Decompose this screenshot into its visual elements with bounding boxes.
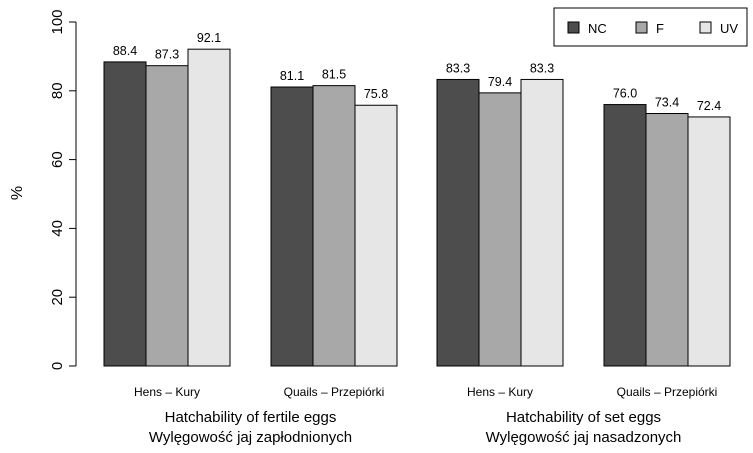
y-axis: 0 20 40 60 80 100 bbox=[49, 9, 77, 370]
data-labels: 88.4 87.3 92.1 81.1 81.5 75.8 83.3 79.4 83.3 76.0… bbox=[113, 31, 721, 113]
y-tick-label: 80 bbox=[49, 82, 66, 99]
category-label: Quails – Przepiórki bbox=[284, 385, 385, 399]
group-label: Hatchability of fertile eggs bbox=[165, 409, 337, 426]
y-axis-label: % bbox=[9, 186, 26, 200]
bar-f bbox=[312, 85, 356, 367]
data-label: 83.3 bbox=[446, 61, 470, 75]
group-label: Wylęgowość jaj zapłodnionych bbox=[149, 429, 352, 446]
legend-swatch-nc bbox=[567, 21, 580, 34]
bar-uv bbox=[520, 78, 564, 367]
y-tick-label: 40 bbox=[49, 220, 66, 237]
legend-label-f: F bbox=[656, 21, 664, 36]
y-tick-label: 60 bbox=[49, 151, 66, 168]
data-label: 92.1 bbox=[197, 31, 221, 45]
bar-uv bbox=[354, 104, 398, 367]
legend-swatch-f bbox=[635, 21, 648, 34]
data-label: 81.5 bbox=[322, 68, 346, 82]
y-tick-label: 20 bbox=[49, 289, 66, 306]
bar-nc bbox=[270, 86, 314, 367]
y-tick-label: 0 bbox=[49, 362, 66, 370]
data-label: 88.4 bbox=[113, 44, 137, 58]
data-label: 75.8 bbox=[364, 87, 388, 101]
bars bbox=[103, 48, 731, 367]
legend-box bbox=[553, 7, 748, 47]
bar-f bbox=[645, 113, 689, 367]
bar-nc bbox=[603, 104, 647, 367]
bar-uv bbox=[187, 48, 231, 367]
data-label: 73.4 bbox=[655, 96, 679, 110]
legend-label-nc: NC bbox=[588, 21, 607, 36]
data-label: 87.3 bbox=[155, 48, 179, 62]
category-label: Quails – Przepiórki bbox=[617, 385, 718, 399]
bar-uv bbox=[687, 116, 731, 367]
group-label: Wylęgowość jaj nasadzonych bbox=[486, 429, 682, 446]
y-tick-label: 100 bbox=[49, 9, 66, 34]
bar-nc bbox=[103, 61, 147, 367]
group-labels: Hatchability of fertile eggs Wylęgowość j… bbox=[149, 409, 682, 446]
data-label: 81.1 bbox=[280, 69, 304, 83]
legend-label-uv: UV bbox=[720, 21, 738, 36]
legend-swatch-uv bbox=[699, 21, 712, 34]
category-label: Hens – Kury bbox=[467, 385, 533, 399]
category-labels: Hens – Kury Quails – Przepiórki Hens – Kur… bbox=[134, 385, 717, 399]
category-label: Hens – Kury bbox=[134, 385, 200, 399]
data-label: 76.0 bbox=[613, 87, 637, 101]
legend: NC F UV bbox=[553, 7, 748, 47]
bar-nc bbox=[436, 78, 480, 367]
bar-f bbox=[145, 65, 189, 367]
data-label: 79.4 bbox=[488, 75, 512, 89]
data-label: 72.4 bbox=[697, 99, 721, 113]
data-label: 83.3 bbox=[530, 61, 554, 75]
bar-f bbox=[478, 92, 522, 367]
group-label: Hatchability of set eggs bbox=[506, 409, 661, 426]
